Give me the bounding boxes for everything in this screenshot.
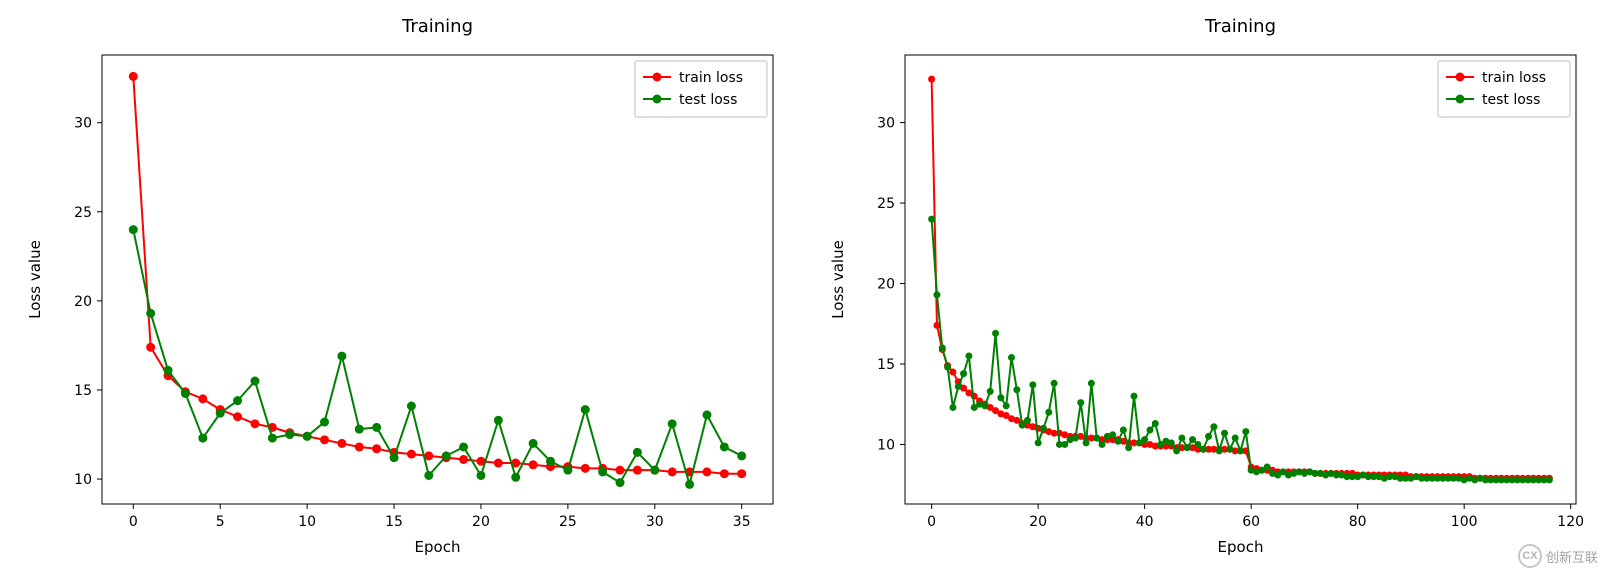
xlabel: Epoch [415, 538, 461, 556]
xtick-label: 60 [1242, 514, 1260, 530]
legend-label: test loss [679, 92, 737, 108]
training-chart-left: 0 5 10 15 20 25 30 35 10 15 20 25 30 Epoch Loss value T… [0, 0, 803, 574]
legend-label: test loss [1482, 92, 1540, 108]
xtick-label: 40 [1136, 514, 1154, 530]
xtick-label: 0 [129, 514, 138, 530]
legend-swatch-marker [1456, 95, 1465, 104]
xlabel: Epoch [1218, 538, 1264, 556]
training-chart-right: 0 20 40 60 80 100 120 10 15 20 25 30 Epoch Loss value… [803, 0, 1606, 574]
xtick-label: 20 [1029, 514, 1047, 530]
xtick-label: 15 [385, 514, 403, 530]
xtick-label: 5 [216, 514, 225, 530]
xtick-label: 30 [646, 514, 664, 530]
chart-right-cell: 0 20 40 60 80 100 120 10 15 20 25 30 Epoch Loss value… [803, 0, 1606, 574]
xtick-label: 35 [733, 514, 751, 530]
ytick-label: 10 [877, 437, 895, 453]
xtick-label: 80 [1349, 514, 1367, 530]
watermark-icon: CX [1518, 544, 1542, 568]
chart-left-cell: 0 5 10 15 20 25 30 35 10 15 20 25 30 Epoch Loss value T… [0, 0, 803, 574]
ylabel: Loss value [829, 240, 847, 319]
ytick-label: 30 [74, 116, 92, 132]
legend-label: train loss [679, 70, 743, 86]
charts-row: 0 5 10 15 20 25 30 35 10 15 20 25 30 Epoch Loss value T… [0, 0, 1606, 574]
ylabel: Loss value [26, 240, 44, 319]
ytick-label: 20 [74, 294, 92, 310]
ytick-label: 15 [74, 383, 92, 399]
ytick-label: 20 [877, 277, 895, 293]
ytick-label: 30 [877, 116, 895, 132]
legend-swatch-marker [1456, 73, 1465, 82]
watermark: CX 创新互联 [1518, 544, 1598, 568]
legend-swatch-marker [653, 73, 662, 82]
legend-label: train loss [1482, 70, 1546, 86]
xtick-label: 120 [1557, 514, 1584, 530]
watermark-text: 创新互联 [1546, 547, 1598, 566]
legend-swatch-marker [653, 95, 662, 104]
xtick-label: 10 [298, 514, 316, 530]
chart-title: Training [1204, 16, 1276, 37]
ytick-label: 25 [74, 205, 92, 221]
ytick-label: 15 [877, 357, 895, 373]
xtick-label: 0 [927, 514, 936, 530]
ytick-label: 10 [74, 472, 92, 488]
ytick-label: 25 [877, 196, 895, 212]
xtick-label: 20 [472, 514, 490, 530]
xtick-label: 25 [559, 514, 577, 530]
xtick-label: 100 [1451, 514, 1478, 530]
chart-title: Training [401, 16, 473, 37]
